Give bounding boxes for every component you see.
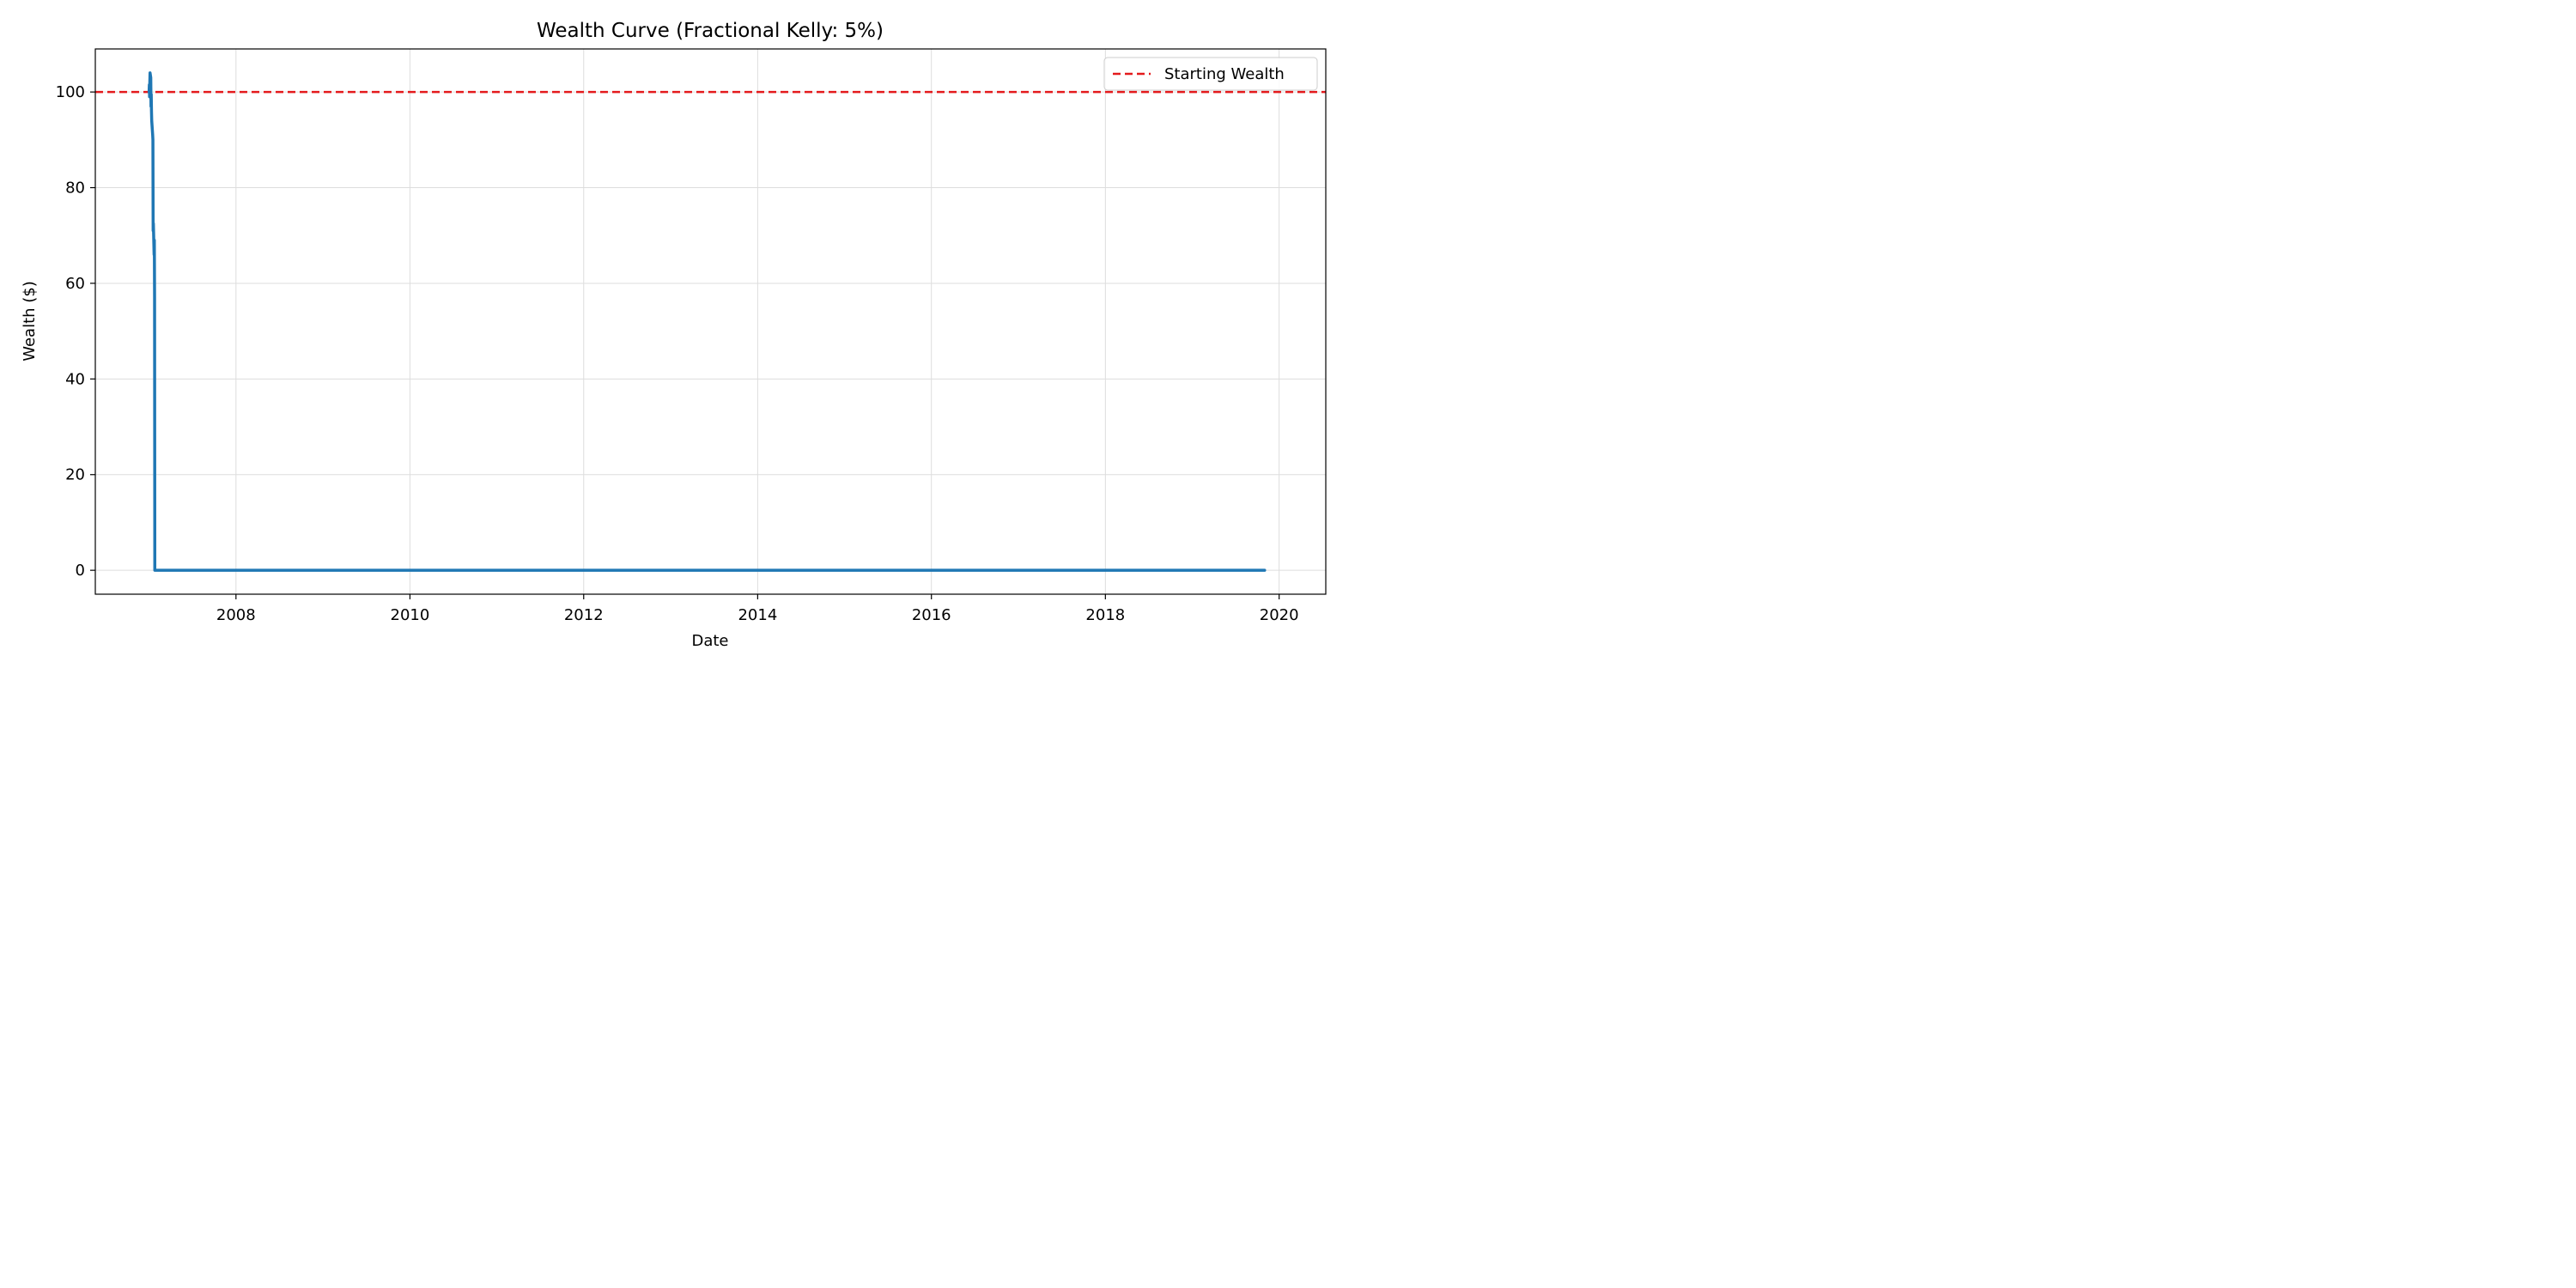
x-tick-label: 2018 (1085, 606, 1125, 624)
y-tick-label: 80 (65, 179, 85, 197)
x-tick-label: 2020 (1260, 606, 1299, 624)
series-lines (147, 71, 1267, 572)
y-tick-label: 60 (65, 275, 85, 293)
legend-box (1103, 57, 1318, 91)
x-axis-ticks: 2008 2010 2012 2014 2016 2018 2020 (216, 594, 1299, 624)
series-line-wealth (147, 71, 1267, 572)
x-tick-label: 2008 (216, 606, 256, 624)
y-tick-label: 0 (76, 562, 85, 580)
y-axis-ticks: 0 20 40 60 80 100 (56, 83, 95, 580)
legend-label-starting-wealth: Starting Wealth (1164, 65, 1285, 83)
plot-frame (94, 48, 1327, 595)
wealth-chart: 2008 2010 2012 2014 2016 2018 2020 0 20 40 60 80 10… (21, 20, 1327, 650)
x-tick-label: 2012 (564, 606, 604, 624)
plot-background (95, 49, 1326, 594)
legend: Starting Wealth (1103, 57, 1318, 91)
y-tick-label: 100 (56, 83, 85, 101)
x-axis-label: Date (691, 632, 728, 650)
y-tick-label: 40 (65, 370, 85, 388)
x-tick-label: 2010 (391, 606, 430, 624)
x-tick-label: 2016 (912, 606, 951, 624)
y-axis-label: Wealth ($) (21, 281, 39, 361)
x-tick-label: 2014 (738, 606, 777, 624)
chart-title: Wealth Curve (Fractional Kelly: 5%) (537, 20, 884, 42)
y-tick-label: 20 (65, 466, 85, 484)
